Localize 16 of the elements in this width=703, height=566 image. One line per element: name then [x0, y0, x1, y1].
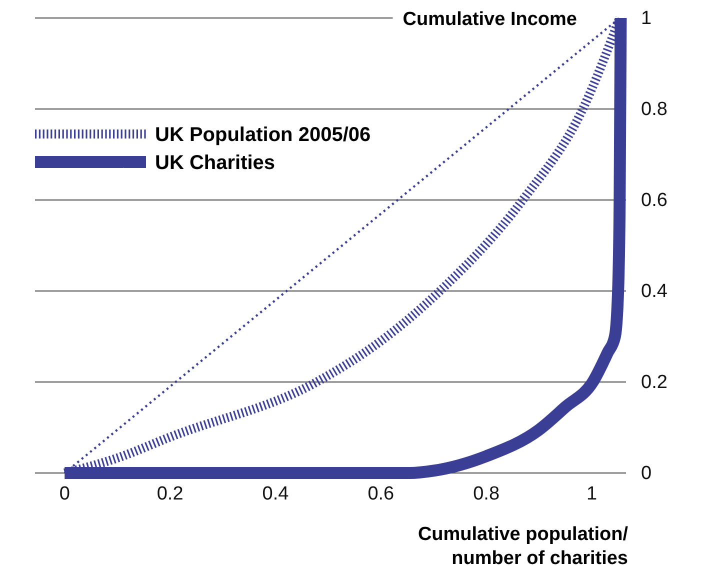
- x-tick-label: 0.4: [262, 483, 290, 504]
- x-axis-title: Cumulative population/ number of charities: [418, 524, 629, 566]
- x-tick-label: 0.6: [368, 483, 394, 504]
- x-tick-label: 0.2: [156, 483, 184, 504]
- y-tick-label: 0.2: [641, 372, 668, 394]
- legend-label: UK Charities: [155, 152, 276, 174]
- x-tick-label: 0.8: [473, 483, 500, 504]
- y-tick-label: 0: [641, 463, 652, 484]
- x-tick-label: 1: [586, 483, 598, 504]
- legend-label: UK Population 2005/06: [155, 124, 371, 146]
- y-axis-title: Cumulative Income: [402, 9, 577, 30]
- y-tick-label: 0.4: [641, 281, 668, 302]
- y-tick-label: 0.8: [641, 99, 668, 120]
- x-tick-label: 0: [59, 483, 70, 504]
- y-tick-label: 0.6: [641, 190, 668, 212]
- y-tick-label: 1: [641, 8, 652, 30]
